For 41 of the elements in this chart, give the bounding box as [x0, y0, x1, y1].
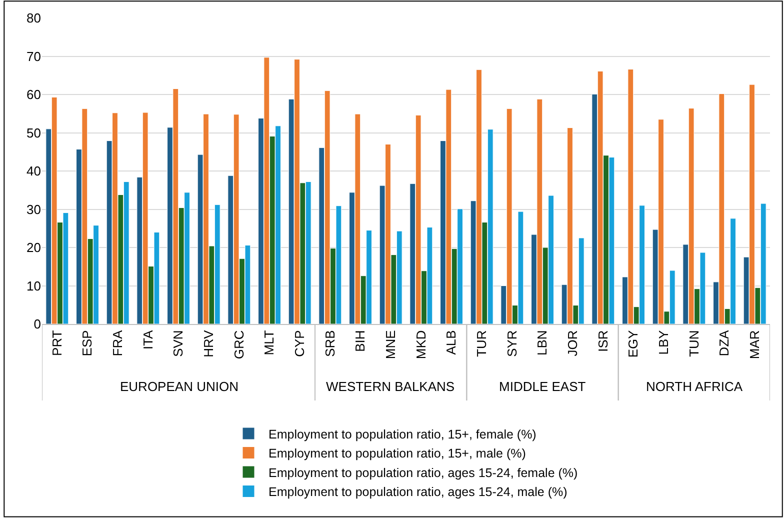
x-tick-label: CYP	[292, 330, 308, 357]
text: NORTH AFRICA	[646, 379, 743, 394]
x-tick-label: MAR	[747, 330, 762, 360]
x-tick-label: SYR	[504, 330, 520, 357]
x-tick-label: HRV	[201, 330, 216, 358]
legend-label: Employment to population ratio, ages 15-24, female (%)	[268, 466, 578, 480]
text: WESTERN BALKANS	[326, 379, 455, 394]
y-tick-label: 10	[26, 278, 41, 294]
x-tick-label: GRC	[231, 330, 246, 360]
x-tick-label: LBY	[656, 330, 672, 355]
x-tick-label: MNE	[383, 330, 398, 360]
x-tick-label: ISR	[595, 330, 610, 352]
y-tick-label: 60	[26, 87, 41, 102]
x-tick-label: FRA	[110, 330, 126, 356]
x-tick-label: DZA	[716, 330, 732, 356]
y-tick-label: 50	[26, 125, 41, 140]
y-tick-label: 0	[34, 316, 41, 332]
x-tick-label: EGY	[626, 330, 641, 358]
y-tick-label: 40	[26, 164, 41, 179]
y-tick-label: 30	[26, 202, 41, 217]
x-tick-label: BIH	[352, 330, 368, 352]
x-tick-label: SVN	[170, 330, 186, 357]
x-tick-label: ESP	[80, 330, 95, 356]
y-tick-label: 20	[26, 240, 41, 256]
x-tick-label: MLT	[262, 330, 277, 356]
text: MIDDLE EAST	[499, 379, 586, 394]
legend-label: Employment to population ratio, ages 15-24, male (%)	[268, 485, 568, 500]
x-tick-label: TUN	[686, 330, 702, 357]
y-tick-label: 80	[26, 10, 41, 26]
text: EUROPEAN UNION	[120, 379, 238, 394]
legend-label: Employment to population ratio, 15+, male (%)	[268, 446, 526, 461]
x-tick-label: JOR	[565, 330, 580, 356]
legend-label: Employment to population ratio, 15+, female (%)	[268, 427, 536, 442]
x-tick-label: MKD	[413, 330, 428, 360]
x-tick-label: PRT	[49, 330, 64, 356]
x-tick-label: ITA	[140, 330, 156, 350]
y-tick-label: 70	[26, 48, 41, 64]
x-tick-label: TUR	[474, 330, 490, 357]
x-tick-label: SRB	[322, 330, 338, 357]
x-tick-label: ALB	[444, 330, 459, 355]
x-tick-label: LBN	[534, 330, 550, 356]
